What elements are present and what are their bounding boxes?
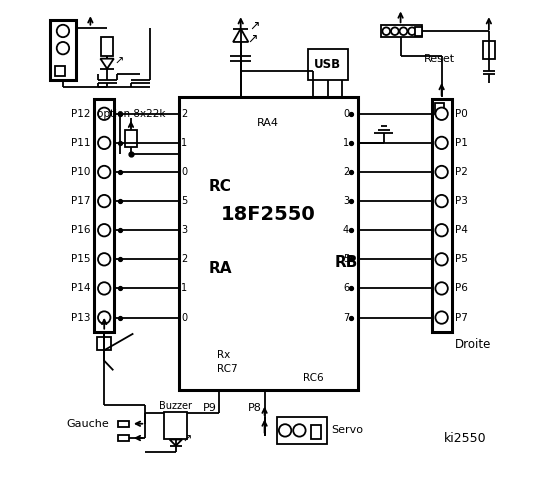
Bar [415,27,422,36]
Text: 18F2550: 18F2550 [221,205,316,224]
Text: 3: 3 [343,196,349,206]
Bar [483,40,494,59]
Text: P0: P0 [456,109,468,119]
Text: 6: 6 [343,283,349,293]
Text: P3: P3 [456,196,468,206]
Circle shape [435,108,448,120]
Text: ki2550: ki2550 [444,432,486,444]
Text: RA4: RA4 [257,118,279,128]
Circle shape [391,27,399,35]
Text: Rx: Rx [217,349,230,360]
Circle shape [98,253,111,265]
Text: RC7: RC7 [217,364,237,374]
Text: 1: 1 [181,138,187,148]
Text: option 8x22k: option 8x22k [97,108,165,119]
Text: 7: 7 [343,312,349,323]
Text: 3: 3 [181,225,187,235]
Bar [311,425,321,439]
Circle shape [435,312,448,324]
Bar [435,103,444,114]
Text: RC6: RC6 [302,373,324,384]
Text: P9: P9 [203,403,217,413]
Bar [431,99,452,332]
Text: ↗: ↗ [249,20,260,33]
Text: 4: 4 [343,225,349,235]
Text: 2: 2 [181,254,187,264]
Circle shape [279,424,291,437]
Text: P17: P17 [71,196,90,206]
Bar [101,37,113,56]
Text: Reset: Reset [424,54,456,64]
Circle shape [383,27,390,35]
Polygon shape [233,29,248,42]
Bar [97,337,111,350]
Text: P2: P2 [456,167,468,177]
Polygon shape [101,59,114,69]
Circle shape [435,166,448,178]
Bar [55,66,65,76]
Circle shape [408,27,416,35]
Bar [118,435,128,441]
Polygon shape [170,440,182,446]
Text: Droite: Droite [455,337,491,350]
Text: Buzzer: Buzzer [159,401,192,411]
Text: P10: P10 [71,167,90,177]
Circle shape [435,137,448,149]
Text: P14: P14 [71,283,90,293]
Text: 5: 5 [343,254,349,264]
Circle shape [98,312,111,324]
Circle shape [435,282,448,295]
Text: P13: P13 [71,312,90,323]
Text: RC: RC [208,179,231,194]
Text: P8: P8 [248,403,262,413]
Text: P15: P15 [71,254,90,264]
Text: 0: 0 [181,167,187,177]
Text: P7: P7 [456,312,468,323]
Circle shape [435,195,448,207]
Text: Gauche: Gauche [66,419,109,429]
Circle shape [293,424,306,437]
Bar [307,49,348,80]
Text: ↗: ↗ [182,435,191,445]
Bar [125,130,137,147]
Text: 0: 0 [181,312,187,323]
Text: P16: P16 [71,225,90,235]
Text: P5: P5 [456,254,468,264]
Circle shape [57,25,69,37]
Text: Servo: Servo [331,425,363,435]
Circle shape [400,27,407,35]
Circle shape [98,166,111,178]
Text: P4: P4 [456,225,468,235]
Text: ↗: ↗ [114,56,124,66]
Bar [179,97,358,390]
Bar [50,21,76,80]
Circle shape [435,224,448,237]
Circle shape [435,253,448,265]
Circle shape [98,137,111,149]
Circle shape [98,195,111,207]
Text: RA: RA [208,261,232,276]
Text: 5: 5 [181,196,187,206]
Circle shape [98,224,111,237]
Bar [164,412,187,440]
Text: P11: P11 [71,138,90,148]
Text: 2: 2 [343,167,349,177]
Text: USB: USB [314,58,341,71]
Text: P6: P6 [456,283,468,293]
Text: ↗: ↗ [247,33,257,46]
Text: RB: RB [335,255,358,270]
Bar [382,25,422,37]
Circle shape [98,282,111,295]
Circle shape [57,42,69,54]
Bar [118,421,128,427]
Text: 0: 0 [343,109,349,119]
Text: P1: P1 [456,138,468,148]
Circle shape [98,108,111,120]
Text: 1: 1 [343,138,349,148]
Text: 1: 1 [181,283,187,293]
Bar [276,417,327,444]
Text: P12: P12 [71,109,90,119]
Text: 2: 2 [181,109,187,119]
Bar [94,99,114,332]
